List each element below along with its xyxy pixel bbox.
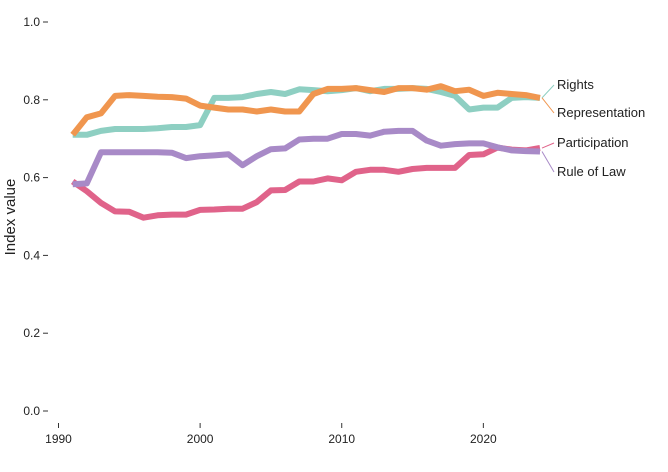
y-tick-label: 0.2 [23,326,40,340]
x-tick-label: 2000 [187,432,214,446]
series-label-representation: Representation [557,105,645,120]
x-tick-label: 2020 [470,432,497,446]
series-label-rule-of-law: Rule of Law [557,164,626,179]
y-tick-label: 1.0 [23,15,40,29]
y-tick-label: 0.6 [23,171,40,185]
y-axis-ticks: 0.0 0.2 0.4 0.6 0.8 1.0 [23,15,48,418]
x-tick-label: 1990 [45,432,72,446]
y-tick-label: 0.8 [23,93,40,107]
series-labels: Rights Representation Participation Rule of… [541,77,645,179]
y-tick-label: 0.4 [23,248,40,262]
x-tick-label: 2010 [328,432,355,446]
series-label-participation: Participation [557,135,629,150]
leader-line-representation [541,97,555,114]
axes: Index value 0.0 0.2 0.4 0.6 0.8 1.0 1990 2000 2… [2,15,497,446]
y-axis-title: Index value [2,179,19,256]
leader-line-participation [541,142,555,149]
series-lines [70,83,541,221]
series-line-representation [70,83,541,137]
leader-line-rights [541,84,555,99]
y-tick-label: 0.0 [23,404,40,418]
series-label-rights: Rights [557,77,594,92]
series-line-rights [72,85,541,138]
x-axis-ticks: 1990 2000 2010 2020 [45,423,497,446]
series-line-participation [70,144,541,221]
series-line-rule-of-law [72,127,541,188]
leader-line-rule-of-law [541,151,555,173]
